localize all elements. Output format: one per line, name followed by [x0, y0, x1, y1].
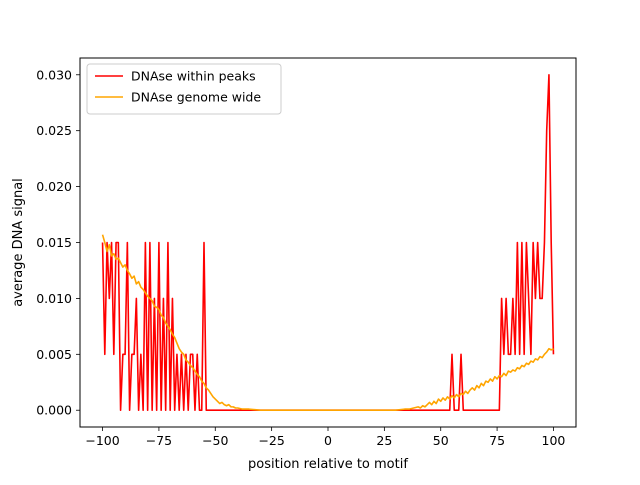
y-tick-label: 0.015 [36, 235, 72, 250]
y-tick-label: 0.000 [36, 403, 72, 418]
x-tick-label: −50 [202, 433, 228, 448]
series-line-1 [101, 234, 554, 412]
y-tick-label: 0.025 [36, 123, 72, 138]
series-line-0 [101, 73, 555, 412]
y-tick-label: 0.005 [36, 347, 72, 362]
y-tick-label: 0.010 [36, 291, 72, 306]
x-axis-ticks: −100 −75 −50 −25 0 25 50 75 100 [85, 427, 565, 448]
legend-box [86, 63, 282, 115]
x-tick-label: 75 [489, 433, 505, 448]
y-axis-label: average DNA signal [11, 178, 26, 307]
x-tick-label: −75 [146, 433, 172, 448]
x-tick-label: 100 [542, 433, 566, 448]
x-tick-label: −25 [258, 433, 284, 448]
plot-lines [101, 73, 555, 412]
legend-label-within-peaks: DNAse within peaks [131, 69, 256, 84]
x-tick-label: 50 [433, 433, 449, 448]
x-tick-label: 0 [324, 433, 332, 448]
y-axis-ticks: 0.000 0.005 0.010 0.015 0.020 0.025 0.030 [36, 67, 80, 418]
y-tick-label: 0.030 [36, 67, 72, 82]
legend: DNAse within peaks DNAse genome wide [86, 63, 282, 115]
x-tick-label: −100 [85, 433, 119, 448]
x-tick-label: 25 [376, 433, 392, 448]
y-tick-label: 0.020 [36, 179, 72, 194]
x-axis-label: position relative to motif [248, 457, 408, 472]
legend-label-genome-wide: DNAse genome wide [131, 90, 261, 105]
